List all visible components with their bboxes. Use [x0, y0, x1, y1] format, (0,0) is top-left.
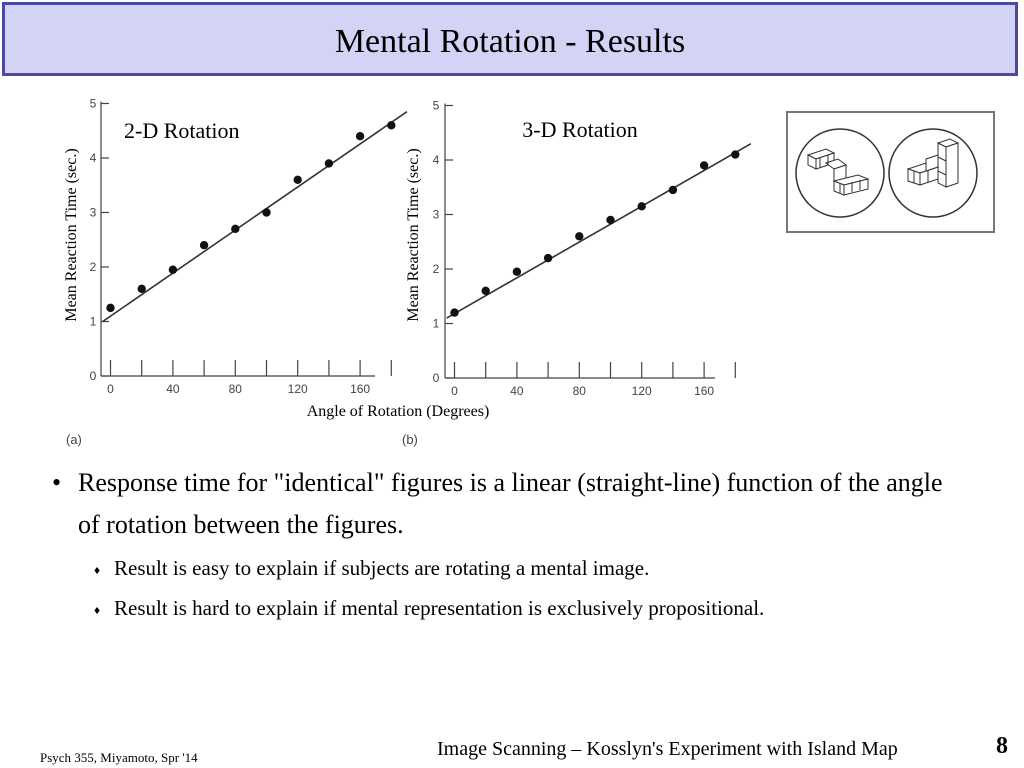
y-tick-label: 5: [90, 97, 97, 111]
chart-title: 3-D Rotation: [522, 117, 638, 142]
data-point: [543, 253, 553, 263]
footer-title: Image Scanning – Kosslyn's Experiment wi…: [437, 738, 898, 760]
data-point: [324, 159, 334, 168]
y-tick-label: 5: [433, 99, 440, 113]
chart-title: 2-D Rotation: [124, 118, 240, 143]
page-number: 8: [996, 733, 1008, 759]
data-point: [575, 232, 584, 241]
data-point: [262, 208, 271, 217]
data-point: [512, 267, 522, 276]
bullet-list: • Response time for "identical" figures …: [52, 462, 952, 622]
data-point: [106, 303, 115, 313]
data-point: [699, 161, 709, 170]
y-tick-label: 3: [90, 206, 97, 220]
panel-label: (b): [402, 432, 418, 447]
panel-label: (a): [66, 432, 82, 447]
data-point: [450, 308, 459, 317]
data-point: [387, 121, 396, 130]
bullet-sub-2: ♦ Result is hard to explain if mental re…: [52, 594, 952, 622]
bullet-sub-text: Result is hard to explain if mental repr…: [114, 596, 765, 620]
data-point: [668, 185, 678, 195]
data-point: [231, 224, 240, 234]
y-tick-label: 1: [90, 315, 97, 329]
data-point: [168, 265, 178, 274]
footer-course: Psych 355, Miyamoto, Spr '14: [40, 750, 198, 765]
fit-line: [446, 142, 752, 319]
page-title: Mental Rotation - Results: [334, 23, 686, 60]
x-tick-label: 0: [451, 384, 458, 398]
3d-block-figure-left-icon: [795, 128, 885, 218]
figure-panel: [786, 111, 995, 233]
x-tick-label: 40: [510, 384, 524, 398]
bullet-main-text: Response time for "identical" figures is…: [78, 468, 943, 539]
x-tick-label: 40: [166, 382, 180, 396]
y-tick-label: 1: [433, 317, 440, 331]
data-point: [481, 286, 490, 295]
y-tick-label: 0: [433, 371, 440, 385]
bullet-marker: •: [52, 468, 62, 497]
bullet-sub-text: Result is easy to explain if subjects ar…: [114, 556, 650, 580]
title-bar: Mental Rotation - Results: [2, 2, 1018, 76]
diamond-bullet-icon: ♦: [94, 563, 101, 577]
data-point: [731, 150, 740, 159]
data-point: [355, 132, 365, 141]
x-tick-label: 0: [107, 382, 114, 396]
data-point: [137, 284, 146, 293]
y-axis-label: Mean Reaction Time (sec.): [405, 148, 422, 321]
x-tick-label: 80: [229, 382, 243, 396]
x-tick-label: 120: [288, 382, 308, 396]
x-tick-label: 160: [350, 382, 370, 396]
figure-panel-svg: [795, 128, 978, 218]
diamond-bullet-icon: ♦: [94, 603, 101, 617]
fit-line: [102, 111, 408, 323]
x-axis-label: Angle of Rotation (Degrees): [307, 403, 490, 420]
chart-2: 0 1 2 3 4 5 0 40 80 120 160 3-D Rotation Mean Reacti…: [402, 99, 752, 447]
x-tick-label: 120: [632, 384, 652, 398]
y-tick-label: 0: [90, 369, 97, 383]
bullet-sub-1: ♦ Result is easy to explain if subjects …: [52, 554, 952, 582]
y-tick-label: 2: [90, 260, 97, 274]
y-tick-label: 4: [433, 153, 440, 167]
x-tick-label: 160: [694, 384, 714, 398]
y-tick-label: 4: [90, 151, 97, 165]
bullet-main: • Response time for "identical" figures …: [52, 462, 952, 546]
data-point: [637, 202, 646, 211]
y-tick-label: 2: [433, 262, 440, 276]
y-tick-label: 3: [433, 208, 440, 222]
y-axis-label: Mean Reaction Time (sec.): [63, 148, 80, 321]
data-point: [293, 175, 302, 184]
3d-block-figure-right-icon: [888, 128, 978, 218]
x-tick-label: 80: [573, 384, 587, 398]
data-point: [606, 215, 615, 225]
chart-1: 0 1 2 3 4 5 0 40 80 120 160 2-D Rotation Mean Reacti…: [63, 97, 408, 447]
data-point: [199, 241, 209, 250]
